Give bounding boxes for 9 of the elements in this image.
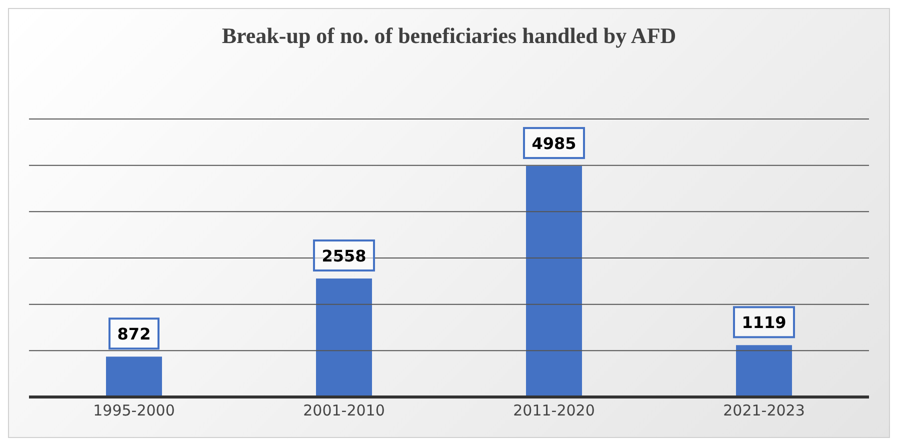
data-label: 2558 [322,246,366,266]
data-label: 872 [117,324,151,344]
data-label: 1119 [742,313,786,332]
x-tick-label: 2021-2023 [723,402,805,420]
data-label: 4985 [532,134,576,154]
x-tick-label: 1995-2000 [93,402,175,420]
x-tick-label: 2011-2020 [513,402,595,420]
chart-title: Break-up of no. of beneficiaries handled by AFD [220,23,678,49]
x-tick-label: 2001-2010 [303,402,385,420]
